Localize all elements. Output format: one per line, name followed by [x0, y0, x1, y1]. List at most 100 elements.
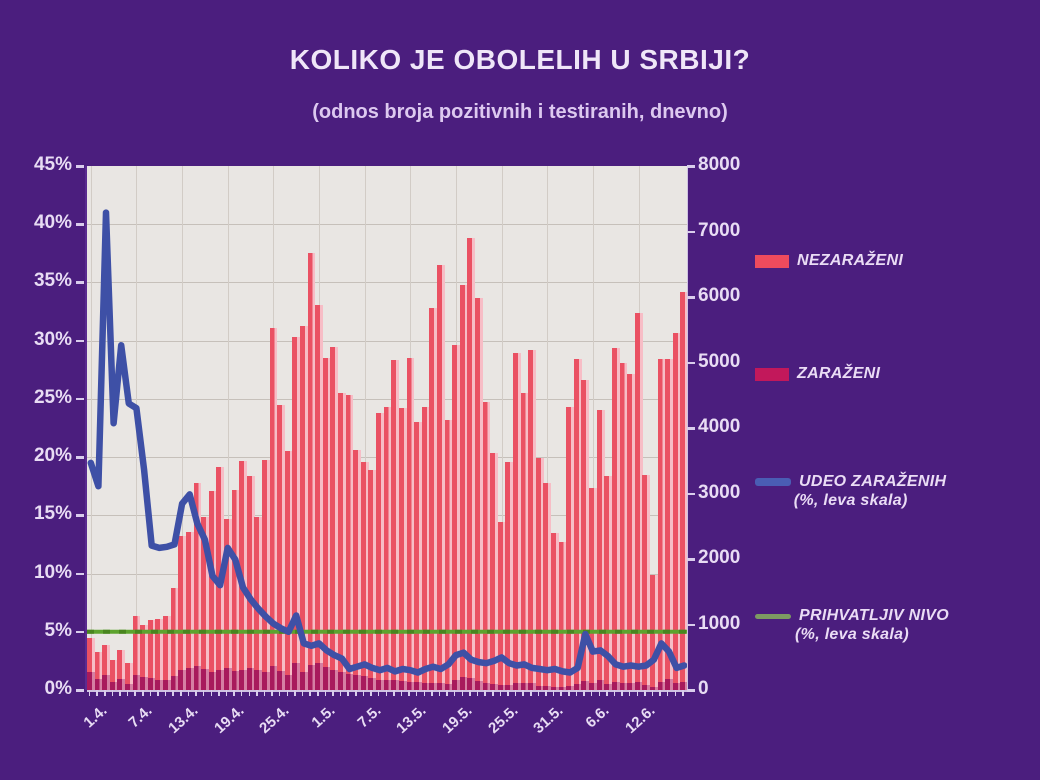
bar-positive	[170, 675, 179, 690]
axis-tick-day	[431, 690, 433, 696]
bar-positive	[284, 674, 293, 690]
bar-positive	[535, 685, 544, 690]
x-axis-tick-label: 19.4.	[210, 702, 248, 737]
bar-positive	[254, 669, 263, 690]
left-axis-tick-label: 20%	[33, 445, 72, 467]
bar-positive	[216, 670, 225, 690]
bar-positive	[125, 684, 133, 690]
negative-bar-swatch-icon	[755, 254, 789, 268]
left-axis-tick-label: 5%	[44, 619, 72, 641]
axis-tick-day	[362, 690, 365, 696]
axis-tick-day	[225, 690, 228, 696]
axis-tick-day	[552, 690, 555, 696]
bar-positive	[459, 676, 468, 690]
bar-positive	[87, 672, 95, 690]
x-axis-tick-label: 31.5.	[530, 702, 567, 737]
left-axis-tick-label: 35%	[33, 270, 72, 292]
bar-positive	[140, 676, 149, 690]
bar-positive	[231, 671, 240, 690]
grid-line-v	[90, 166, 92, 690]
axis-tick-day	[408, 690, 410, 696]
bar-positive	[414, 682, 422, 690]
axis-tick	[76, 630, 84, 634]
left-axis-tick-label: 40%	[33, 212, 72, 234]
legend-item-nezarazeni: NEZARAŽENI	[755, 252, 903, 270]
bar-positive	[528, 683, 537, 690]
axis-tick-day	[111, 690, 114, 696]
axis-tick-day	[96, 690, 98, 696]
bar-positive	[657, 682, 666, 690]
bar-positive	[261, 671, 270, 690]
axis-tick	[76, 339, 84, 343]
axis-tick-day	[507, 690, 509, 696]
axis-tick-day	[393, 690, 395, 696]
bar-positive	[619, 683, 628, 690]
axis-tick	[76, 514, 84, 517]
bar-positive	[391, 679, 400, 690]
axis-tick	[687, 492, 695, 495]
legend-item-prihvatljiv-nivo: PRIHVATLJIV NIVO (%, leva skala)	[755, 607, 949, 644]
bar-positive	[672, 682, 681, 690]
legend-label: PRIHVATLJIV NIVO	[799, 607, 950, 624]
axis-tick-day	[187, 690, 190, 696]
x-axis-tick-label: 19.5.	[439, 702, 476, 737]
axis-tick-day	[560, 690, 562, 696]
axis-tick-day	[438, 690, 441, 696]
axis-tick-day	[659, 690, 661, 696]
bar-positive	[360, 676, 369, 690]
axis-tick-day	[651, 690, 654, 696]
axis-tick-day	[263, 690, 266, 696]
x-axis-tick-label: 7.5.	[354, 702, 385, 732]
bar-positive	[436, 682, 445, 690]
axis-tick-day	[172, 690, 174, 696]
grid-line-h	[87, 282, 688, 284]
page-title: KOLIKO JE OBOLELIH U SRBIJI?	[289, 44, 751, 75]
x-axis-tick-label: 1.4.	[80, 702, 111, 732]
bar-positive	[292, 662, 301, 690]
bar-positive	[322, 667, 331, 690]
axis-tick-day	[324, 690, 327, 696]
legend-item-udeo-zarazenih: UDEO ZARAŽENIH (%, leva skala)	[755, 473, 946, 510]
axis-tick-day	[606, 690, 608, 696]
legend-label-line2: (%, leva skala)	[795, 626, 909, 643]
right-axis-tick-label: 2000	[698, 547, 741, 568]
axis-tick-day	[682, 690, 684, 696]
bar-positive	[376, 679, 384, 690]
bar-positive	[132, 674, 141, 690]
right-axis-tick-label: 4000	[698, 416, 741, 437]
axis-tick-day	[164, 690, 167, 696]
axis-tick-day	[317, 690, 319, 696]
bar-positive	[269, 666, 278, 690]
x-axis-tick-label: 25.4.	[256, 702, 293, 737]
axis-tick-day	[240, 690, 243, 696]
axis-tick-day	[195, 690, 197, 696]
bar-positive	[520, 683, 529, 690]
bar-positive	[368, 678, 377, 690]
bar-positive	[223, 668, 232, 690]
x-axis-tick-label: 13.4.	[165, 702, 202, 737]
bar-positive	[178, 669, 187, 690]
axis-tick	[76, 572, 84, 576]
axis-tick	[76, 689, 84, 692]
axis-tick-day	[575, 690, 578, 696]
legend-item-zarazeni: ZARAŽENI	[755, 365, 880, 383]
axis-tick-day	[370, 690, 372, 696]
axis-tick-day	[644, 690, 646, 696]
grid-line-h	[87, 340, 688, 342]
bar-positive	[208, 671, 217, 690]
axis-tick	[76, 165, 84, 168]
axis-tick-day	[301, 690, 304, 696]
axis-tick-day	[355, 690, 357, 696]
axis-tick	[76, 223, 84, 226]
axis-tick	[687, 427, 695, 430]
bar-positive	[193, 665, 202, 690]
axis-tick-day	[332, 690, 334, 696]
axis-tick-day	[400, 690, 403, 696]
bar-positive	[102, 674, 110, 690]
bar-positive	[596, 680, 605, 690]
positive-bar-swatch-icon	[755, 367, 789, 381]
axis-tick-day	[484, 690, 486, 696]
bar-positive	[246, 667, 255, 690]
axis-tick-day	[134, 690, 136, 696]
grid-line-h	[87, 224, 688, 226]
